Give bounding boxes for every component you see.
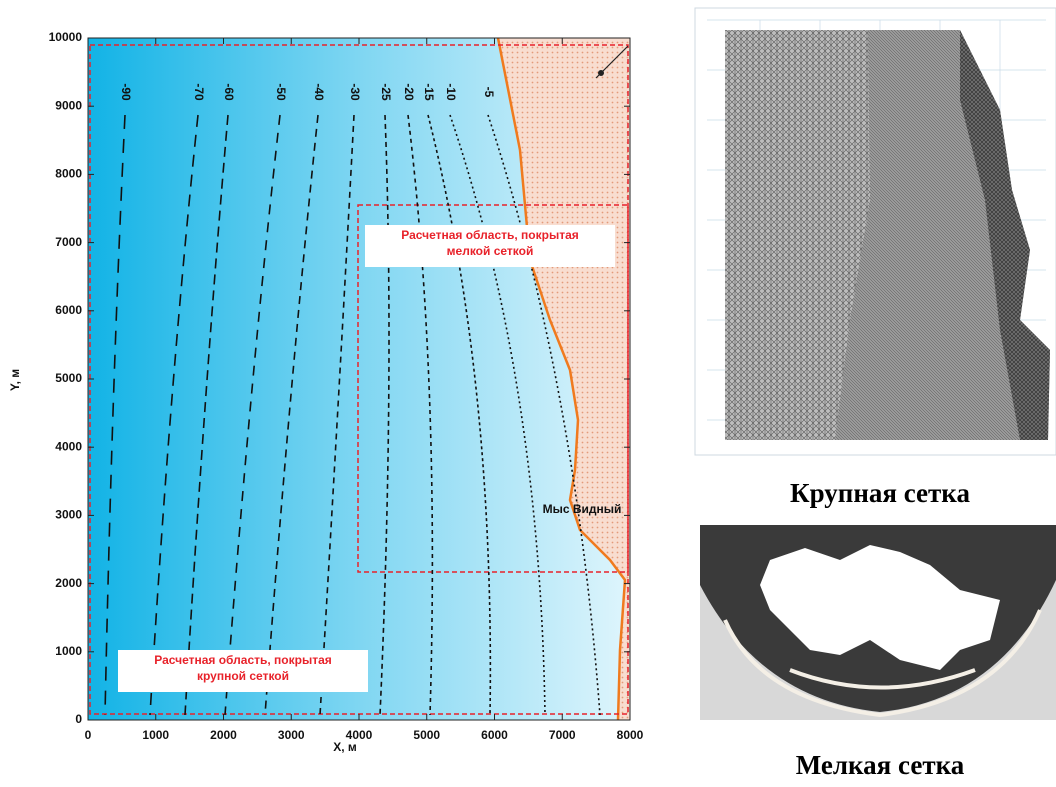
y-tick-label: 3000	[55, 508, 82, 522]
contour-label: -40	[312, 83, 326, 101]
x-tick-label: 5000	[413, 728, 440, 742]
caption: Крупная сетка	[790, 478, 970, 508]
y-tick-label: 8000	[55, 167, 82, 181]
x-tick-label: 4000	[346, 728, 373, 742]
x-tick-label: 2000	[210, 728, 237, 742]
y-axis-label: Y, м	[8, 369, 22, 391]
contour-label: -50	[274, 83, 288, 101]
contour-label: -5	[482, 87, 496, 98]
north-arrow-dot	[598, 70, 604, 76]
fine-mesh-image	[700, 525, 1056, 720]
contour-label: -60	[222, 83, 236, 101]
caption: Мелкая сетка	[796, 750, 965, 780]
x-tick-label: 6000	[481, 728, 508, 742]
contour-label: -90	[119, 83, 133, 101]
figure: -90-70-60-50-40-30-25-20-15-10-5 Расчетн…	[0, 0, 1056, 787]
x-tick-label: 8000	[617, 728, 644, 742]
contour-label: -25	[379, 83, 393, 101]
y-tick-label: 1000	[55, 644, 82, 658]
contour-label: -30	[348, 83, 362, 101]
contour-label: -15	[422, 83, 436, 101]
y-tick-label: 7000	[55, 235, 82, 249]
y-tick-label: 2000	[55, 576, 82, 590]
contour-label: -10	[444, 83, 458, 101]
coarse-mesh-image	[695, 8, 1056, 455]
x-tick-label: 1000	[142, 728, 169, 742]
map	[88, 38, 630, 720]
page: -90-70-60-50-40-30-25-20-15-10-5 Расчетн…	[0, 0, 1056, 787]
contour-label: -20	[402, 83, 416, 101]
y-tick-label: 6000	[55, 303, 82, 317]
y-tick-label: 0	[75, 712, 82, 726]
x-axis-label: X, м	[333, 740, 357, 754]
contour-label: -70	[192, 83, 206, 101]
y-tick-label: 10000	[49, 30, 83, 44]
annotation: Мыс Видный	[543, 502, 622, 516]
x-tick-label: 0	[85, 728, 92, 742]
x-tick-label: 7000	[549, 728, 576, 742]
y-tick-label: 9000	[55, 98, 82, 112]
y-tick-label: 5000	[55, 371, 82, 385]
y-tick-label: 4000	[55, 439, 82, 453]
x-tick-label: 3000	[278, 728, 305, 742]
